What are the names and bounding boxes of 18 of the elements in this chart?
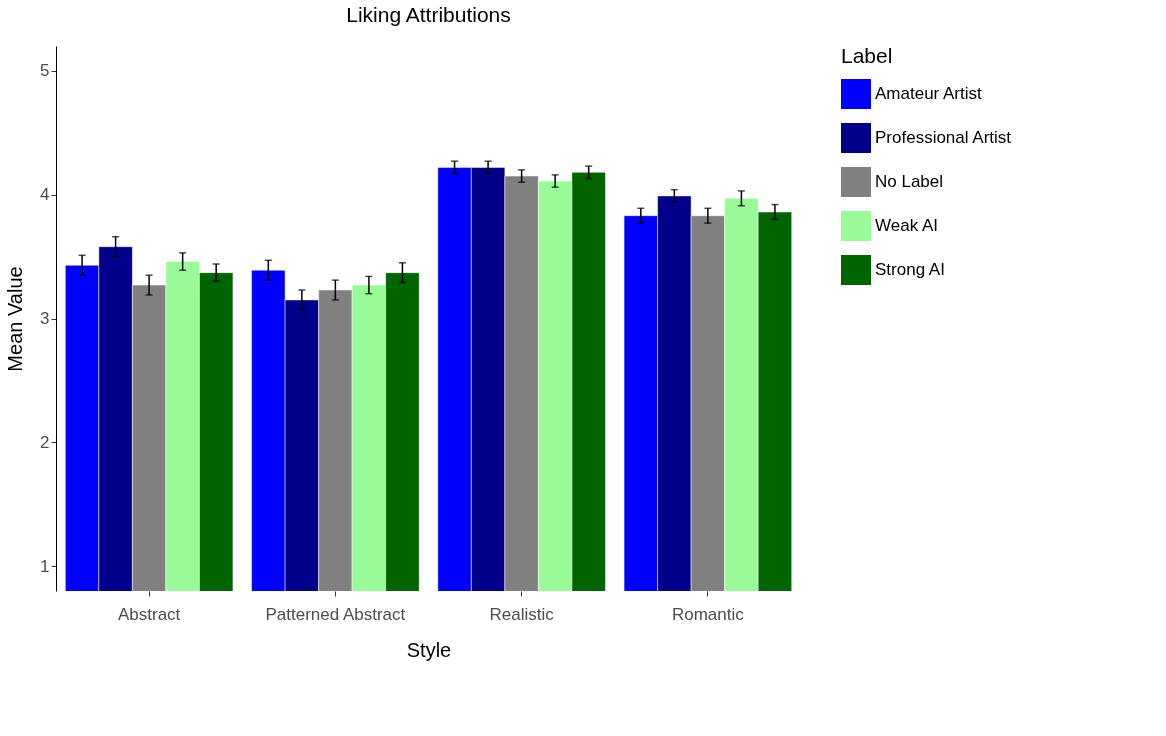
y-tick-label: 5: [40, 61, 50, 81]
y-tick-label: 2: [40, 432, 50, 452]
x-tick-label: Realistic: [489, 604, 555, 624]
legend-label: Weak AI: [875, 216, 938, 235]
x-tick-label: Abstract: [117, 604, 181, 624]
legend-label: Professional Artist: [875, 128, 1012, 147]
legend-label: Strong AI: [875, 260, 945, 279]
chart-title: Liking Attributions: [346, 3, 511, 26]
legend-title: Label: [841, 44, 893, 67]
y-tick-label: 3: [40, 309, 50, 328]
legend-label: No Label: [875, 172, 944, 191]
x-axis-title: Style: [406, 638, 452, 661]
y-tick-label: 1: [40, 556, 50, 576]
x-tick-label: Romantic: [671, 604, 745, 624]
y-tick-label: 4: [40, 185, 50, 205]
x-tick-label: Patterned Abstract: [265, 604, 406, 624]
legend-label: Amateur Artist: [875, 84, 983, 103]
y-axis-title: Mean Value: [4, 266, 27, 372]
